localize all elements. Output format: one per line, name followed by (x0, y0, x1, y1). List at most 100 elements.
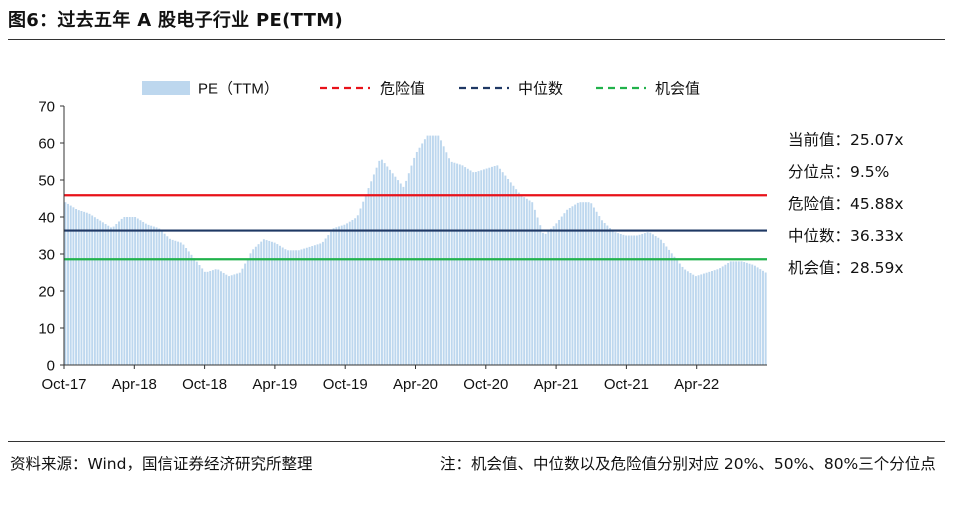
pe-bar (279, 245, 281, 365)
x-tick-label: Oct-21 (604, 376, 649, 393)
pe-bar (574, 204, 577, 365)
pe-bar (646, 232, 649, 365)
pe-bar (139, 220, 142, 365)
pe-bar (128, 217, 131, 365)
pe-bar (762, 270, 764, 365)
stat-danger: 危险值：45.88x (788, 192, 904, 224)
pe-bar (402, 186, 405, 365)
pe-bar (303, 248, 306, 365)
pe-bar (362, 201, 365, 365)
pe-bar (764, 272, 767, 365)
legend-label-ref: 中位数 (518, 81, 563, 98)
pe-bar (225, 274, 228, 365)
pe-bar (211, 270, 214, 365)
pe-bar (120, 218, 123, 365)
x-tick-label: Oct-18 (182, 376, 227, 393)
pe-bar (611, 230, 614, 365)
pe-bar (386, 166, 389, 365)
pe-bar (160, 231, 163, 365)
pe-bar (547, 231, 550, 365)
pe-bar (587, 202, 590, 365)
pe-bar (217, 269, 220, 365)
pe-bar (109, 227, 112, 365)
pe-bar (118, 221, 120, 365)
pe-bar (737, 261, 740, 365)
pe-bar (257, 244, 260, 365)
pe-bar (338, 226, 340, 365)
pe-bar (448, 158, 450, 365)
pe-bar (606, 225, 609, 365)
pe-bar (482, 169, 485, 365)
pe-bar (536, 217, 539, 365)
pe-bar (289, 250, 292, 365)
pe-bar (359, 208, 362, 365)
y-tick-label: 0 (47, 358, 55, 375)
pe-bar (719, 268, 722, 365)
pe-bar (228, 276, 230, 365)
pe-bar (166, 236, 169, 365)
pe-bar (375, 167, 378, 365)
pe-bar (308, 246, 311, 365)
pe-bar (654, 236, 657, 365)
pe-bar (241, 268, 244, 365)
pe-bar (660, 239, 662, 365)
pe-bar (142, 221, 145, 365)
pe-bar (418, 147, 421, 365)
pe-bar (405, 180, 408, 365)
pe-bar (558, 219, 561, 365)
pe-bar (434, 135, 437, 365)
pe-bar (147, 224, 150, 365)
pe-bar (525, 198, 528, 365)
pe-bar (423, 139, 426, 365)
pe-bar (493, 166, 496, 365)
pe-bar (201, 268, 204, 365)
pe-bar (743, 262, 746, 365)
pe-bar (389, 169, 391, 365)
pe-bar (171, 239, 174, 365)
pe-bar (209, 270, 212, 365)
footer: 资料来源：Wind，国信证券经济研究所整理 注：机会值、中位数以及危险值分别对应 … (10, 452, 945, 477)
pe-bar (150, 225, 153, 365)
legend-label-ref: 危险值 (380, 81, 425, 98)
pe-bar (469, 170, 472, 365)
figure-title: 图6：过去五年 A 股电子行业 PE(TTM) (8, 10, 343, 31)
pe-bar (155, 227, 158, 365)
pe-bar (512, 185, 515, 365)
pe-bar (662, 243, 665, 365)
pe-bar (579, 202, 582, 365)
stat-current: 当前值：25.07x (788, 128, 904, 160)
pe-bar (244, 263, 247, 365)
pe-bar (751, 264, 754, 365)
pe-bar (64, 202, 67, 365)
pe-bar (421, 143, 424, 365)
reference-lines (64, 194, 767, 261)
pe-bar (652, 234, 654, 365)
pe-bar (531, 202, 534, 365)
y-tick-label: 40 (38, 210, 55, 227)
pe-bar (533, 209, 536, 365)
pe-bar (657, 237, 660, 365)
pe-bar (343, 224, 346, 365)
pe-bar (560, 216, 563, 365)
pe-bar (635, 235, 638, 365)
pe-bar (453, 162, 456, 365)
pe-bar (152, 226, 155, 365)
pe-bar (727, 263, 730, 365)
pe-bar (88, 213, 91, 365)
pe-bar (619, 233, 622, 365)
pe-bar (356, 215, 359, 365)
chart-axes: 0 10 20 30 40 50 60 70 Oct-17 Apr-18 Oct-18 Apr-19 O… (38, 99, 767, 393)
pe-bar (101, 222, 104, 365)
x-tick-label: Apr-20 (393, 376, 438, 393)
pe-bar (673, 256, 676, 365)
pe-bar (716, 269, 719, 365)
pe-bar (407, 173, 410, 365)
y-tick-label: 70 (38, 99, 55, 116)
pe-bar (442, 146, 445, 365)
pe-bar (568, 207, 571, 365)
pe-bar (684, 269, 687, 365)
pe-bar (316, 244, 319, 365)
pe-bar (541, 232, 544, 365)
pe-bar (284, 249, 287, 365)
pe-bar (182, 244, 185, 365)
